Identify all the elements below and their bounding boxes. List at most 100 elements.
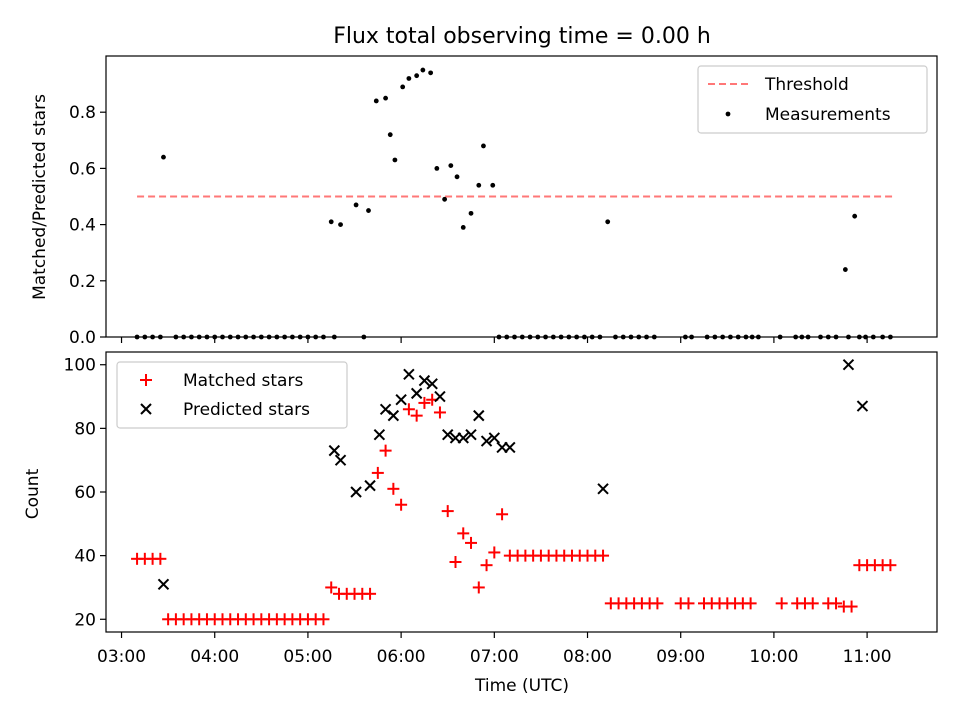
- predicted-star-point: [488, 432, 501, 444]
- bottom-plot-series: [131, 359, 897, 626]
- predicted-star-point: [442, 429, 454, 441]
- matched-star-point: [775, 597, 788, 610]
- measurement-point: [842, 267, 848, 272]
- predicted-star-point: [387, 409, 400, 422]
- predicted-star-point: [418, 374, 431, 387]
- bottom-x-tick-label: 11:00: [843, 647, 892, 667]
- bottom-y-tick-label: 60: [74, 483, 96, 503]
- predicted-star-point: [842, 359, 855, 371]
- measurement-point: [373, 98, 379, 104]
- predicted-star-point: [465, 429, 477, 441]
- measurement-point: [161, 154, 166, 160]
- measurement-point: [383, 95, 388, 101]
- top-plot-ylabel: Matched/Predicted stars: [30, 94, 50, 300]
- matched-star-point: [317, 613, 330, 626]
- matched-star-point: [480, 559, 493, 572]
- measurement-point: [428, 70, 434, 76]
- legend-threshold-label: Threshold: [764, 75, 849, 95]
- legend-measurements-label: Measurements: [765, 105, 891, 125]
- bottom-plot-frame: [105, 351, 938, 633]
- top-plot: Flux total observing time = 0.00 h Match…: [30, 24, 938, 348]
- matched-star-point: [402, 403, 415, 416]
- predicted-star-point: [328, 444, 341, 457]
- predicted-star-point: [504, 441, 516, 454]
- bottom-x-tick-label: 08:00: [563, 647, 612, 667]
- bottom-y-tick-label: 80: [74, 419, 96, 439]
- measurement-point: [414, 73, 420, 79]
- measurement-point: [338, 222, 343, 228]
- matched-star-point: [830, 597, 843, 610]
- top-x-ticks: [120, 337, 868, 343]
- top-legend-box: [697, 65, 928, 134]
- top-plot-title: Flux total observing time = 0.00 h: [333, 24, 711, 49]
- matched-star-point: [651, 597, 664, 610]
- top-y-tick-label: 0.8: [69, 103, 96, 123]
- predicted-star-point: [434, 390, 446, 403]
- matched-star-point: [154, 552, 167, 565]
- predicted-star-point: [856, 400, 869, 412]
- matched-star-point: [371, 466, 384, 479]
- matched-star-point: [387, 482, 400, 495]
- matched-star-point: [379, 444, 392, 457]
- matched-star-point: [441, 505, 454, 518]
- matched-star-point: [488, 546, 501, 559]
- measurement-point: [852, 213, 858, 219]
- bottom-x-tick-label: 06:00: [377, 647, 426, 667]
- bottom-legend: Matched stars Predicted stars: [116, 361, 348, 429]
- predicted-star-point: [364, 479, 376, 492]
- matched-star-point: [845, 600, 858, 613]
- measurement-point: [442, 196, 448, 202]
- matched-star-point: [884, 559, 897, 572]
- legend-predicted-label: Predicted stars: [183, 400, 310, 420]
- top-y-tick-label: 0.6: [69, 159, 96, 179]
- predicted-star-point: [373, 429, 386, 441]
- matched-star-point: [682, 597, 695, 610]
- matched-star-point: [806, 597, 819, 610]
- top-y-tick-label: 0.4: [69, 216, 96, 236]
- top-legend: Threshold Measurements: [697, 65, 928, 134]
- measurement-point: [366, 208, 371, 213]
- predicted-star-point: [334, 454, 347, 466]
- matched-star-point: [597, 549, 610, 562]
- matched-star-point: [433, 406, 446, 419]
- matched-star-point: [418, 396, 431, 409]
- predicted-star-point: [480, 435, 493, 447]
- bottom-plot-ylabel: Count: [23, 468, 43, 519]
- matched-star-point: [472, 581, 485, 594]
- measurement-point: [490, 182, 496, 188]
- predicted-star-point: [426, 378, 438, 390]
- measurement-point: [400, 84, 406, 90]
- bottom-x-tick-label: 03:00: [97, 647, 146, 667]
- bottom-y-tick-label: 20: [74, 610, 96, 630]
- matched-star-point: [496, 508, 509, 521]
- measurement-point: [476, 182, 482, 188]
- measurement-point: [460, 225, 466, 230]
- measurement-point: [353, 202, 359, 208]
- predicted-star-point: [157, 578, 170, 590]
- measurement-point: [481, 143, 486, 149]
- predicted-star-point: [403, 368, 415, 380]
- predicted-star-point: [457, 432, 469, 444]
- measurement-point: [454, 174, 460, 180]
- predicted-star-point: [597, 483, 609, 495]
- bottom-y-tick-label: 40: [74, 547, 96, 567]
- bottom-x-tick-label: 10:00: [749, 647, 798, 667]
- legend-measurements-swatch: [725, 111, 731, 117]
- legend-predicted-swatch: [140, 403, 152, 415]
- measurement-point: [392, 157, 398, 163]
- matched-star-point: [457, 527, 470, 540]
- bottom-y-ticks: 20 40 60 80 100: [64, 356, 106, 630]
- top-y-tick-label: 0.2: [69, 272, 96, 292]
- matched-star-point: [395, 498, 408, 511]
- measurement-point: [406, 76, 412, 81]
- top-y-ticks: 0.0 0.2 0.4 0.6 0.8: [69, 103, 106, 348]
- measurement-point: [420, 67, 426, 73]
- measurement-point: [605, 219, 611, 225]
- bottom-x-tick-label: 04:00: [190, 647, 239, 667]
- matched-star-point: [449, 556, 462, 568]
- bottom-x-tick-label: 05:00: [283, 647, 332, 667]
- legend-matched-swatch: [140, 374, 152, 386]
- measurement-point: [448, 163, 454, 168]
- measurement-point: [328, 219, 334, 225]
